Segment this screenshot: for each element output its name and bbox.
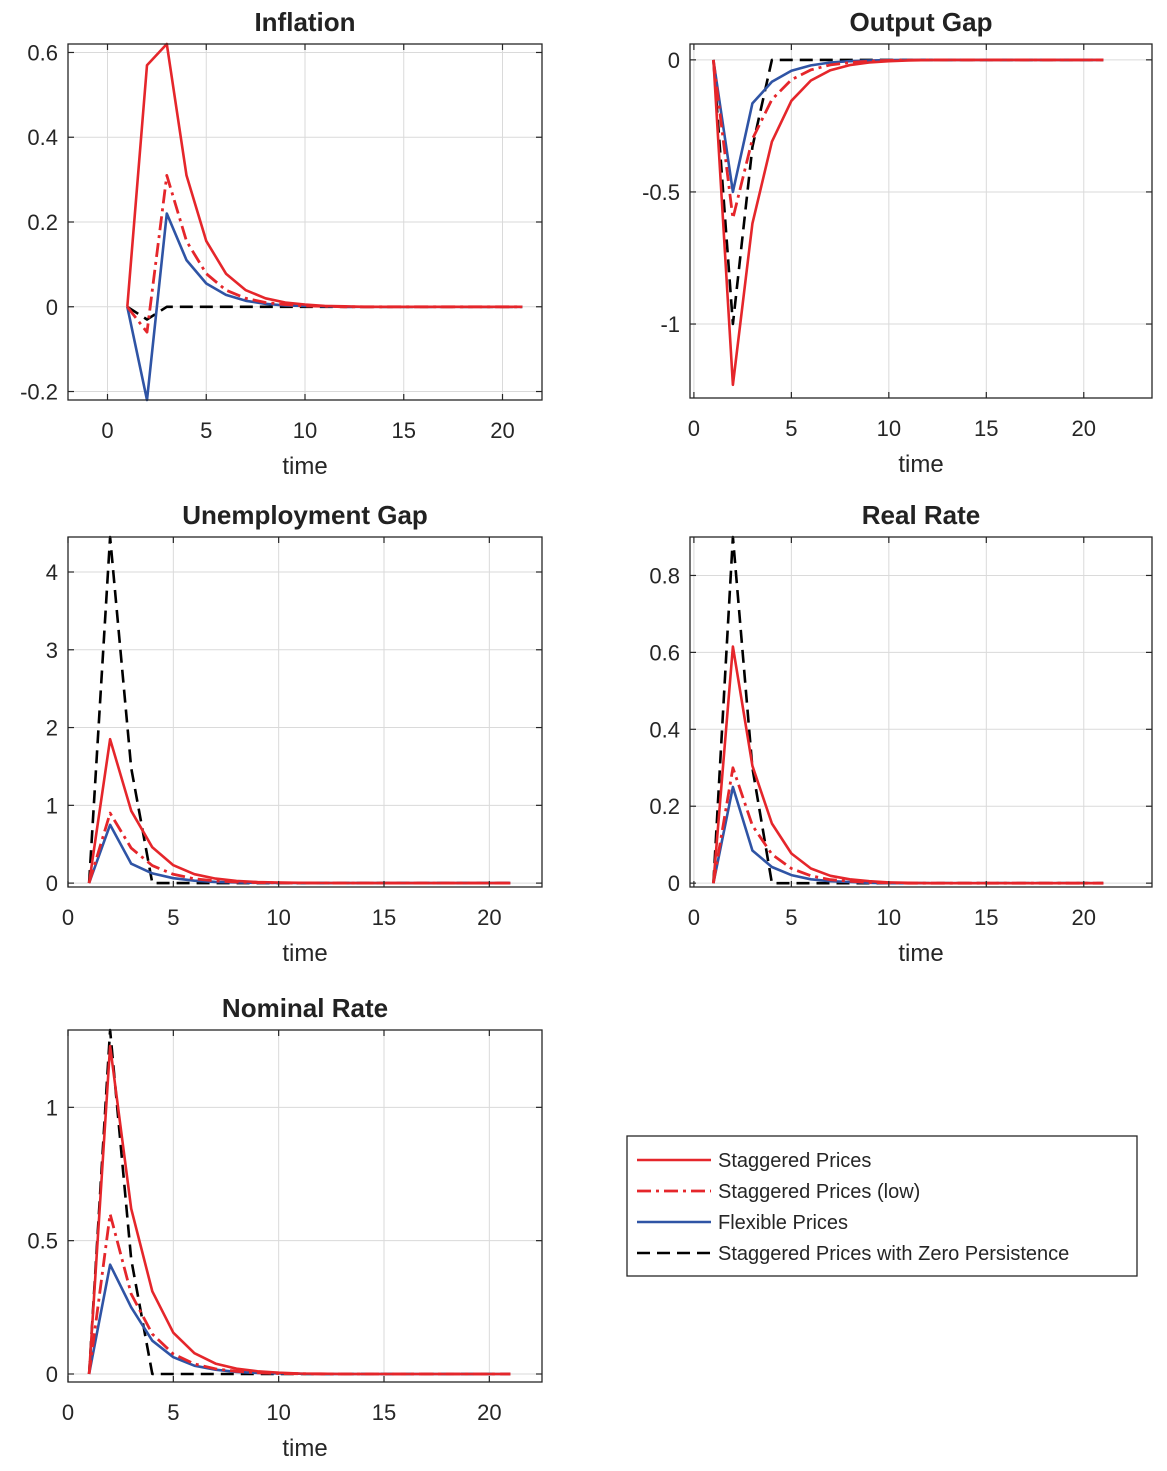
chart-title: Output Gap	[850, 7, 993, 37]
axes-frame	[689, 43, 1153, 399]
chart-nominal-rate: 0 5 10 15 20 0 0.5 1 Nominal Rate time	[27, 993, 543, 1462]
x-tick-label: 20	[1072, 416, 1096, 441]
x-tick-label: 10	[877, 905, 901, 930]
legend-item-staggered-prices-low: Staggered Prices (low)	[637, 1181, 920, 1203]
legend: Staggered Prices Staggered Prices (low) Fl…	[626, 1135, 1138, 1277]
legend-item-staggered-prices: Staggered Prices	[637, 1150, 871, 1172]
legend-label: Staggered Prices with Zero Persistence	[718, 1243, 1069, 1265]
y-tick-label: 0.2	[27, 210, 58, 235]
x-tick-label: 10	[877, 416, 901, 441]
x-tick-label: 0	[62, 1400, 74, 1425]
series-line-staggered-prices-low	[126, 174, 523, 334]
x-tick-label: 0	[62, 905, 74, 930]
x-tick-label: 20	[490, 418, 514, 443]
legend-label: Flexible Prices	[718, 1212, 848, 1234]
x-tick-label: 15	[974, 905, 998, 930]
x-tick-label: 10	[266, 1400, 290, 1425]
x-axis-label: time	[282, 453, 327, 480]
series-line-staggered-prices	[87, 1044, 511, 1376]
x-tick-label: 0	[101, 418, 113, 443]
legend-item-flexible-prices: Flexible Prices	[637, 1212, 848, 1234]
plot-area	[690, 44, 1152, 398]
y-tick-label: 2	[46, 716, 58, 741]
chart-title: Unemployment Gap	[182, 500, 428, 530]
x-tick-label: 5	[167, 905, 179, 930]
x-axis-label: time	[898, 451, 943, 478]
x-tick-label: 5	[200, 418, 212, 443]
x-tick-label: 15	[372, 905, 396, 930]
y-tick-label: 0.5	[27, 1229, 58, 1254]
y-tick-label: 0.2	[649, 794, 680, 819]
y-tick-label: 0.6	[649, 640, 680, 665]
legend-label: Staggered Prices (low)	[718, 1181, 920, 1203]
x-tick-label: 15	[372, 1400, 396, 1425]
chart-inflation: 0 5 10 15 20 -0.2 0 0.2 0.4 0.6 Inflation time	[20, 7, 543, 480]
y-tick-label: 1	[46, 1095, 58, 1120]
plot-area	[68, 537, 542, 887]
x-tick-label: 5	[785, 905, 797, 930]
y-tick-label: 0.4	[27, 125, 58, 150]
x-tick-label: 10	[293, 418, 317, 443]
x-tick-label: 15	[974, 416, 998, 441]
series-line-staggered-prices	[712, 645, 1104, 885]
chart-unemployment-gap: 0 5 10 15 20 0 1 2 3 4 Unemployment Gap time	[46, 500, 543, 967]
y-tick-label: 0.6	[27, 40, 58, 65]
x-tick-label: 15	[392, 418, 416, 443]
y-tick-label: 3	[46, 638, 58, 663]
x-axis-label: time	[282, 1435, 327, 1462]
x-tick-label: 10	[266, 905, 290, 930]
x-tick-label: 20	[477, 1400, 501, 1425]
y-tick-label: -1	[660, 312, 680, 337]
chart-title: Nominal Rate	[222, 993, 388, 1023]
legend-item-staggered-prices-with-zero-persistence: Staggered Prices with Zero Persistence	[637, 1243, 1069, 1265]
x-axis-label: time	[898, 940, 943, 967]
x-tick-label: 0	[688, 905, 700, 930]
chart-output-gap: 0 5 10 15 20 -1 -0.5 0 Output Gap time	[642, 7, 1153, 478]
y-tick-label: 0.4	[649, 717, 680, 742]
y-tick-label: -0.2	[20, 380, 58, 405]
x-tick-label: 20	[1072, 905, 1096, 930]
plot-area	[690, 537, 1152, 887]
axes-frame	[67, 536, 543, 888]
y-tick-label: 0	[668, 871, 680, 896]
x-axis-label: time	[282, 940, 327, 967]
y-tick-label: 1	[46, 793, 58, 818]
series-line-staggered-prices	[87, 737, 511, 885]
legend-box	[626, 1135, 1138, 1277]
chart-real-rate: 0 5 10 15 20 0 0.2 0.4 0.6 0.8 Real Rate time	[649, 500, 1153, 967]
x-tick-label: 5	[167, 1400, 179, 1425]
y-tick-label: 0	[46, 295, 58, 320]
plot-area	[68, 1030, 542, 1382]
y-tick-label: -0.5	[642, 180, 680, 205]
series-line-staggered-prices	[126, 42, 523, 309]
x-tick-label: 20	[477, 905, 501, 930]
chart-title: Real Rate	[862, 500, 981, 530]
legend-label: Staggered Prices	[718, 1150, 871, 1172]
y-tick-label: 0	[46, 871, 58, 896]
x-tick-label: 0	[688, 416, 700, 441]
y-tick-label: 4	[46, 560, 58, 585]
y-tick-label: 0	[668, 48, 680, 73]
axes-frame	[689, 536, 1153, 888]
axes-frame	[67, 1029, 543, 1383]
x-tick-label: 5	[785, 416, 797, 441]
series-line-staggered-prices	[712, 58, 1104, 387]
y-tick-label: 0	[46, 1362, 58, 1387]
y-tick-label: 0.8	[649, 563, 680, 588]
chart-title: Inflation	[254, 7, 355, 37]
